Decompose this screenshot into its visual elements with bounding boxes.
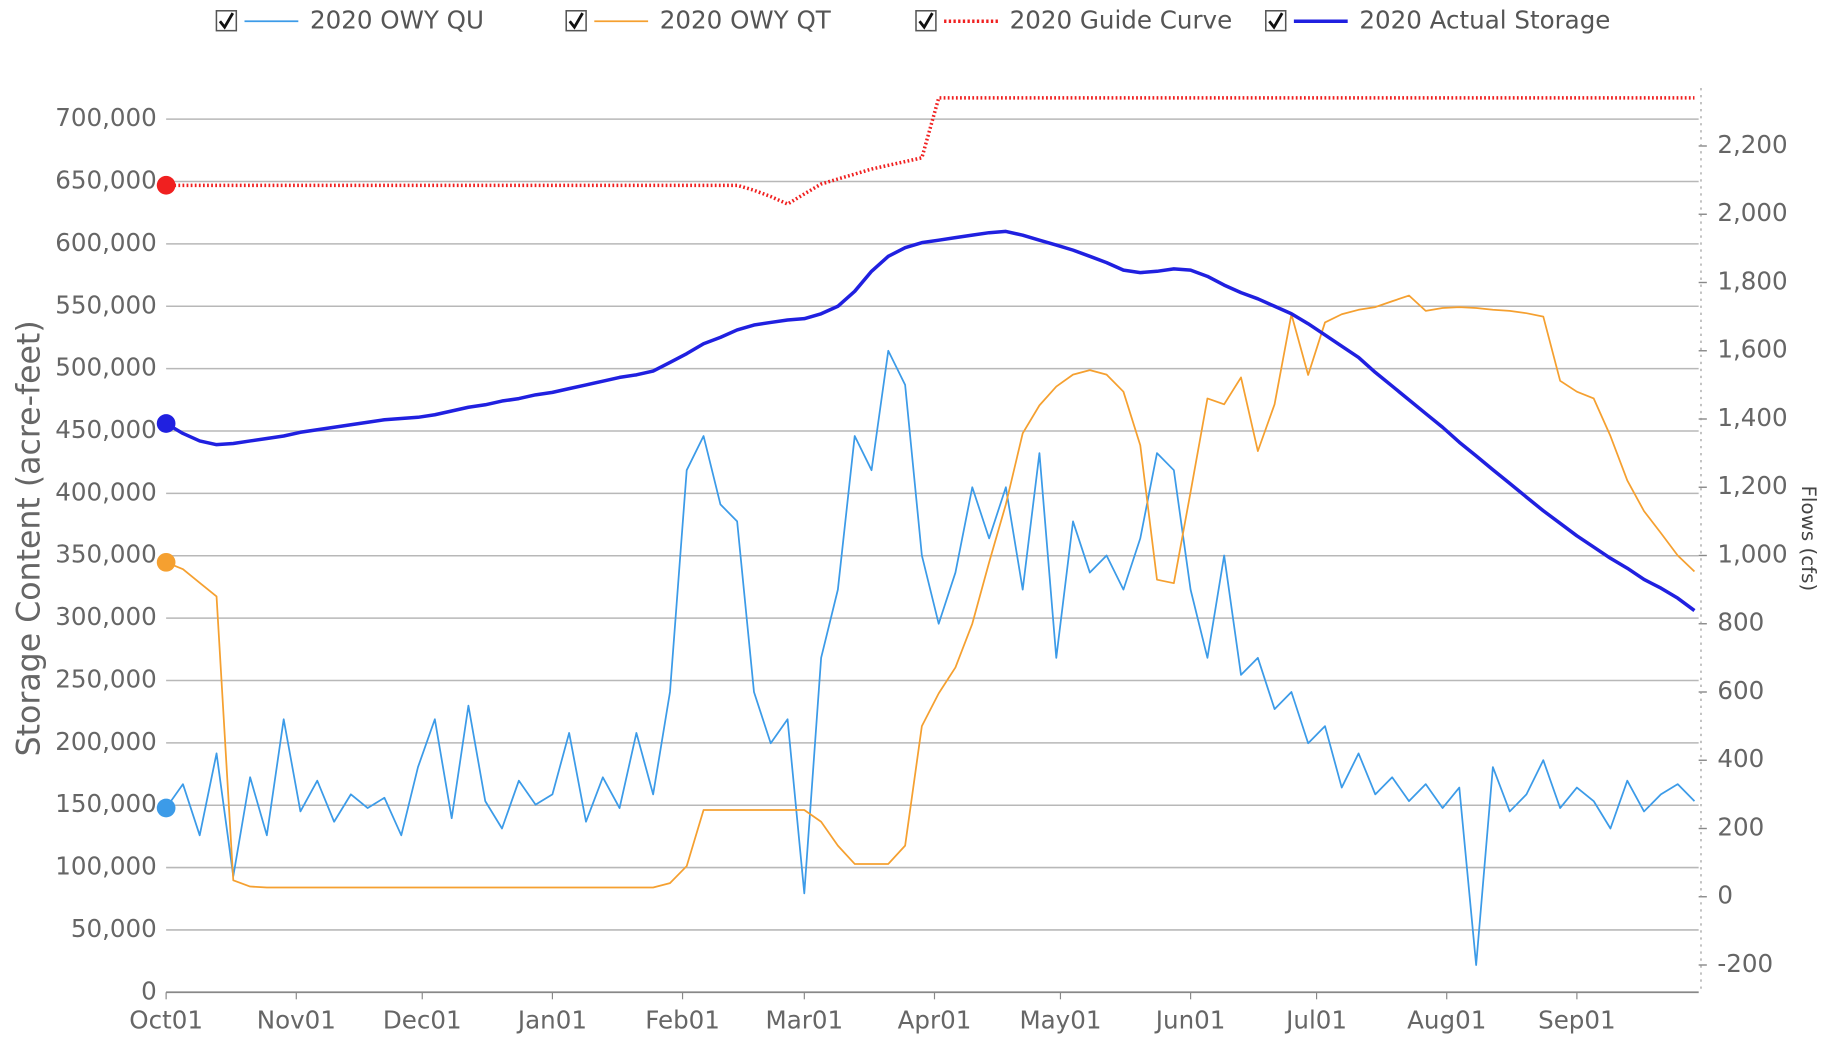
y2-tick-label: 1,400	[1717, 403, 1787, 432]
series-line	[165, 349, 1696, 966]
y-tick-label: 500,000	[55, 353, 157, 382]
y-tick-label: 150,000	[55, 789, 157, 818]
y-tick-label: 350,000	[55, 540, 157, 569]
y2-tick-label: 800	[1717, 608, 1764, 637]
x-tick-label: Apr01	[898, 1006, 972, 1035]
start-marker	[156, 798, 176, 818]
y-tick-label: 300,000	[55, 602, 157, 631]
y2-tick-label: 0	[1717, 881, 1733, 910]
x-tick-label: May01	[1019, 1006, 1101, 1035]
legend-item[interactable]: 2020 Guide Curve	[915, 5, 1233, 34]
legend-text: 2020 OWY QU	[310, 5, 484, 34]
start-marker	[156, 414, 176, 433]
x-tick-label: Jun01	[1154, 1006, 1226, 1035]
x-tick-label: Nov01	[257, 1006, 336, 1035]
start-marker	[156, 552, 176, 572]
y-tick-label: 100,000	[55, 852, 157, 881]
x-tick-label: Feb01	[645, 1006, 720, 1035]
y-tick-label: 50,000	[71, 914, 157, 943]
y-tick-label: 450,000	[55, 415, 157, 444]
y-tick-label: 400,000	[55, 477, 157, 506]
x-tick-label: Jan01	[516, 1006, 587, 1035]
legend-text: 2020 OWY QT	[660, 5, 832, 34]
x-tick-label: Jul01	[1284, 1006, 1347, 1035]
series-line	[166, 96, 1695, 206]
legend-text: 2020 Actual Storage	[1359, 5, 1610, 34]
checkmark	[568, 12, 584, 30]
x-tick-label: Aug01	[1407, 1006, 1486, 1035]
series-line	[165, 229, 1696, 612]
y-axis-label: Storage Content (acre-feet)	[11, 320, 47, 756]
y2-tick-label: 2,200	[1717, 130, 1787, 159]
legend-text: 2020 Guide Curve	[1010, 5, 1233, 34]
y2-tick-label: 1,200	[1717, 471, 1787, 500]
y2-tick-label: 200	[1717, 812, 1764, 841]
y2-axis-label: Flows (cfs)	[1797, 485, 1820, 591]
checkmark	[918, 12, 934, 30]
x-tick-label: Mar01	[766, 1006, 844, 1035]
y-tick-label: 550,000	[55, 290, 157, 319]
y2-tick-label: 1,000	[1717, 539, 1787, 568]
y2-tick-label: 400	[1717, 744, 1764, 773]
x-tick-label: Sep01	[1538, 1006, 1616, 1035]
series-line	[165, 294, 1696, 889]
y2-tick-label: 1,800	[1717, 266, 1787, 295]
y2-tick-label: 2,000	[1717, 198, 1787, 227]
legend-item[interactable]: 2020 Actual Storage	[1265, 5, 1611, 34]
y-tick-label: 0	[141, 976, 157, 1005]
y-tick-label: 650,000	[55, 166, 157, 195]
x-tick-label: Dec01	[383, 1006, 462, 1035]
start-marker	[156, 175, 176, 195]
checkmark	[1268, 12, 1284, 30]
legend-item[interactable]: 2020 OWY QT	[565, 5, 832, 34]
y-tick-label: 700,000	[55, 103, 157, 132]
y-tick-label: 200,000	[55, 727, 157, 756]
checkmark	[218, 12, 235, 30]
legend-item[interactable]: 2020 OWY QU	[215, 5, 484, 34]
y2-tick-label: 600	[1717, 676, 1764, 705]
y2-tick-label: -200	[1717, 949, 1773, 978]
x-tick-label: Oct01	[129, 1006, 203, 1035]
y-tick-label: 600,000	[55, 228, 157, 257]
y2-tick-label: 1,600	[1717, 335, 1787, 364]
y-tick-label: 250,000	[55, 664, 157, 693]
